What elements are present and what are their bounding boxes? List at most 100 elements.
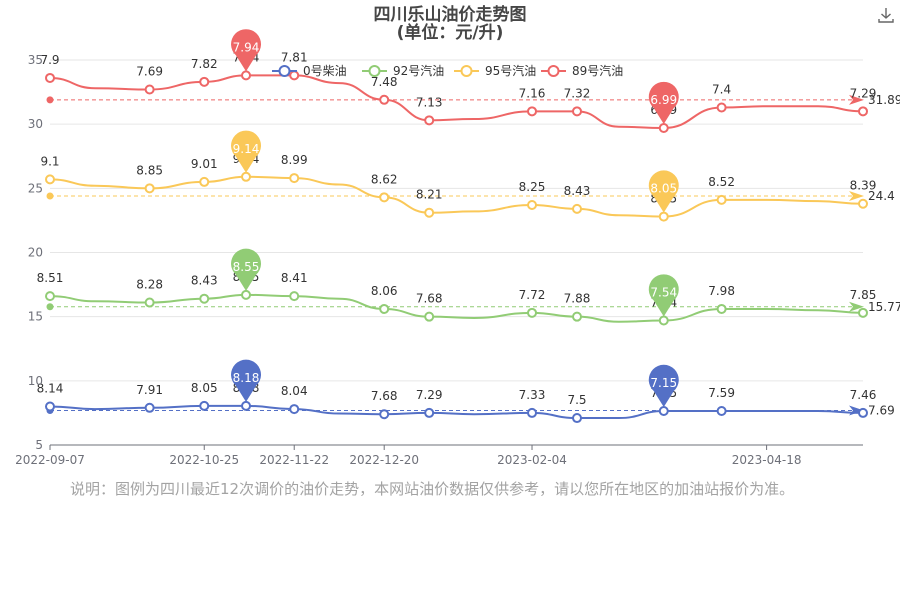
data-label-3-5: 7.48: [371, 75, 398, 89]
data-point-0-10: [716, 405, 727, 416]
data-point-2-11: [858, 198, 868, 209]
data-point-3-6: [424, 115, 435, 126]
data-point-2-0: [45, 174, 55, 185]
average-label-1: 15.77: [868, 300, 900, 314]
download-icon[interactable]: [877, 6, 895, 24]
average-arrow-3: [849, 94, 864, 105]
data-label-1-0: 8.51: [37, 271, 64, 285]
chart-note: 说明：图例为四川最近12次调价的油价走势，本网站油价数据仅供参考，请以您所在地区…: [70, 480, 795, 498]
y-tick-label: 35: [28, 53, 43, 67]
data-point-3-8: [572, 106, 583, 117]
legend-label-0: 0号柴油: [303, 64, 347, 78]
x-tick-label: 2023-02-04: [497, 453, 567, 467]
data-point-0-5: [379, 409, 390, 420]
data-point-2-10: [716, 194, 727, 205]
data-label-2-10: 8.52: [708, 175, 735, 189]
min-pin-0: [648, 364, 679, 407]
data-label-0-8: 7.5: [567, 393, 586, 407]
data-point-1-6: [424, 311, 435, 322]
series-line-0: [49, 404, 864, 420]
data-label-0-1: 7.91: [136, 383, 163, 397]
data-label-2-5: 8.62: [371, 172, 398, 186]
data-point-2-9: [658, 211, 669, 222]
data-point-1-9: [658, 315, 669, 326]
data-point-3-9: [658, 123, 669, 134]
data-point-2-3: [241, 171, 252, 182]
average-label-3: 31.89: [868, 93, 900, 107]
min-pin-label-2: 8.05: [650, 182, 677, 196]
data-point-0-4: [289, 404, 300, 415]
data-point-3-0: [45, 72, 55, 83]
data-point-0-2: [199, 400, 210, 411]
data-label-1-8: 7.88: [564, 292, 591, 306]
y-tick-label: 5: [35, 438, 43, 452]
data-label-0-10: 7.59: [708, 386, 735, 400]
y-tick-label: 20: [28, 246, 43, 260]
data-label-2-4: 8.99: [281, 153, 308, 167]
data-label-1-5: 8.06: [371, 284, 398, 298]
data-label-2-0: 9.1: [40, 154, 59, 168]
x-tick-label: 2022-12-20: [349, 453, 419, 467]
max-pin-2: [231, 130, 262, 173]
data-point-0-8: [572, 413, 583, 424]
x-tick-label: 2023-04-18: [732, 453, 802, 467]
data-label-3-8: 7.32: [564, 86, 591, 100]
average-label-2: 24.4: [868, 189, 895, 203]
legend-label-2: 95号汽油: [485, 63, 536, 78]
data-point-3-1: [144, 84, 155, 95]
max-pin-1: [231, 248, 262, 291]
series-line-3: [49, 74, 864, 130]
data-point-0-3: [241, 400, 252, 411]
data-point-2-6: [424, 207, 435, 218]
data-label-1-11: 7.85: [850, 288, 877, 302]
average-label-0: 7.69: [868, 403, 895, 417]
data-point-1-4: [289, 291, 300, 302]
min-pin-2: [648, 170, 679, 213]
data-point-2-5: [379, 192, 390, 203]
data-point-1-0: [45, 291, 55, 302]
data-label-0-6: 7.29: [416, 388, 443, 402]
data-point-3-10: [716, 102, 727, 113]
y-tick-label: 15: [28, 310, 43, 324]
data-label-3-2: 7.82: [191, 57, 218, 71]
legend-label-3: 89号汽油: [572, 63, 623, 78]
data-label-3-0: 7.9: [40, 53, 59, 67]
data-label-3-4: 7.81: [281, 50, 308, 64]
min-pin-1: [648, 274, 679, 317]
max-pin-label-3: 7.94: [233, 40, 260, 54]
data-label-2-8: 8.43: [564, 184, 591, 198]
data-label-3-1: 7.69: [136, 65, 163, 79]
data-label-1-7: 7.72: [519, 288, 546, 302]
data-point-2-1: [144, 183, 155, 194]
chart-title: 四川乐山油价走势图: [374, 4, 527, 25]
data-label-0-0: 8.14: [37, 382, 64, 396]
y-tick-label: 25: [28, 181, 43, 195]
legend-marker-3: [547, 65, 560, 77]
min-pin-label-1: 7.54: [650, 286, 677, 300]
data-point-1-7: [527, 307, 538, 318]
average-arrow-1: [849, 301, 864, 312]
data-label-1-6: 7.68: [416, 292, 443, 306]
min-pin-3: [648, 81, 679, 125]
data-label-3-10: 7.4: [712, 82, 731, 96]
min-pin-label-0: 7.15: [650, 376, 677, 390]
data-point-3-7: [527, 106, 538, 117]
data-point-2-7: [527, 200, 538, 211]
data-label-0-7: 7.33: [519, 388, 546, 402]
data-point-1-10: [716, 303, 727, 314]
max-pin-label-0: 8.18: [233, 371, 260, 385]
data-point-1-11: [858, 307, 868, 318]
data-label-0-2: 8.05: [191, 381, 218, 395]
series-line-2: [49, 175, 864, 218]
data-label-1-1: 8.28: [136, 278, 163, 292]
data-label-3-7: 7.16: [519, 86, 546, 100]
data-point-1-5: [379, 303, 390, 314]
data-point-3-11: [858, 106, 868, 117]
data-point-1-1: [144, 297, 155, 308]
data-label-2-1: 8.85: [136, 163, 163, 177]
data-label-0-5: 7.68: [371, 389, 398, 403]
data-point-0-6: [424, 407, 435, 418]
x-tick-label: 2022-10-25: [169, 453, 239, 467]
legend-marker-2: [460, 65, 473, 77]
